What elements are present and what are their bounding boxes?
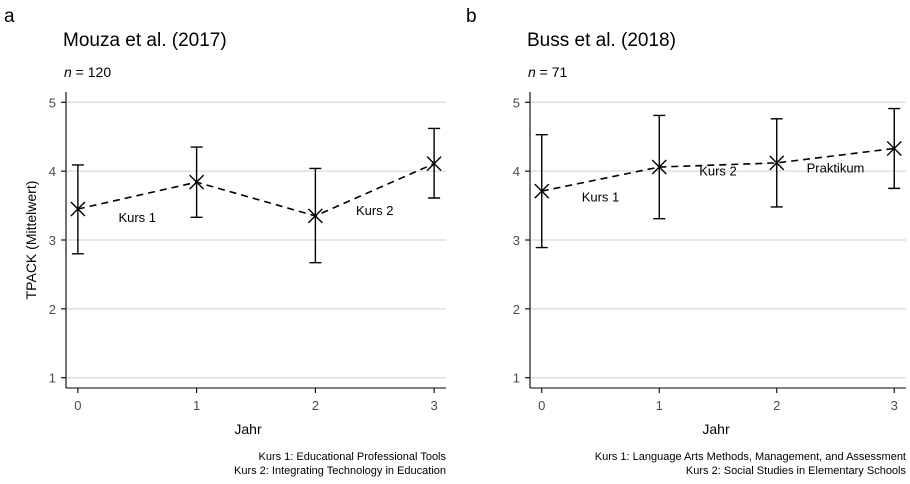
x-tick-label: 1 <box>193 398 200 413</box>
y-tick-label: 3 <box>513 233 520 248</box>
y-tick-label: 5 <box>49 95 56 110</box>
sample-size-n: n <box>64 64 72 80</box>
chart-title: Mouza et al. (2017) <box>63 30 227 51</box>
data-point <box>769 155 785 171</box>
x-tick-label: 2 <box>773 398 780 413</box>
caption-line-2: Kurs 2: Integrating Technology in Educat… <box>234 465 446 477</box>
x-tick-label: 2 <box>312 398 319 413</box>
x-tick-label: 3 <box>891 398 898 413</box>
plot-area: 1 2 3 4 5 0 1 2 3 Kurs 1 Kurs 2 <box>49 92 446 413</box>
data-point <box>189 174 205 190</box>
caption-line-2: Kurs 2: Social Studies in Elementary Sch… <box>686 465 907 477</box>
segment-annotation: Kurs 1 <box>582 189 620 204</box>
data-point <box>651 159 667 175</box>
x-tick-label: 0 <box>74 398 81 413</box>
segment-annotation: Kurs 2 <box>699 163 737 178</box>
x-tick-label: 1 <box>656 398 663 413</box>
caption-line-1: Kurs 1: Educational Professional Tools <box>258 451 446 463</box>
y-axis-label: TPACK (Mittelwert) <box>23 181 39 300</box>
data-point <box>886 140 902 156</box>
y-tick-label: 3 <box>49 233 56 248</box>
data-point <box>307 208 323 224</box>
x-axis-label: Jahr <box>234 421 262 437</box>
sample-size: n = 120 <box>64 64 111 80</box>
segment-annotation: Praktikum <box>807 161 865 176</box>
mean-line <box>77 162 435 217</box>
y-tick-label: 5 <box>513 95 520 110</box>
data-point <box>70 201 86 217</box>
y-tick-label: 2 <box>513 302 520 317</box>
chart-title: Buss et al. (2018) <box>527 30 676 51</box>
sample-size: n = 71 <box>528 64 568 80</box>
y-tick-label: 2 <box>49 302 56 317</box>
y-tick-label: 4 <box>513 164 520 179</box>
x-tick-label: 3 <box>431 398 438 413</box>
panel-a: a Mouza et al. (2017) n = 120 TPACK (Mit… <box>4 6 447 477</box>
caption-line-1: Kurs 1: Language Arts Methods, Managemen… <box>595 451 906 463</box>
y-tick-label: 4 <box>49 164 56 179</box>
y-tick-label: 1 <box>513 371 520 386</box>
y-tick-label: 1 <box>49 371 56 386</box>
sample-size-value: = 71 <box>536 64 568 80</box>
segment-annotation: Kurs 1 <box>118 210 156 225</box>
panel-label: a <box>4 6 15 27</box>
plot-area: 1 2 3 4 5 0 1 2 3 Kurs 1 Kurs 2 Praktikum <box>513 92 906 413</box>
data-point <box>534 183 550 199</box>
segment-annotation: Kurs 2 <box>356 203 394 218</box>
panel-label: b <box>466 6 477 27</box>
sample-size-n: n <box>528 64 536 80</box>
x-axis-label: Jahr <box>702 421 730 437</box>
data-point <box>426 156 442 172</box>
sample-size-value: = 120 <box>72 64 112 80</box>
x-tick-label: 0 <box>538 398 545 413</box>
panel-b: b Buss et al. (2018) n = 71 Jahr Kurs 1:… <box>466 6 906 477</box>
